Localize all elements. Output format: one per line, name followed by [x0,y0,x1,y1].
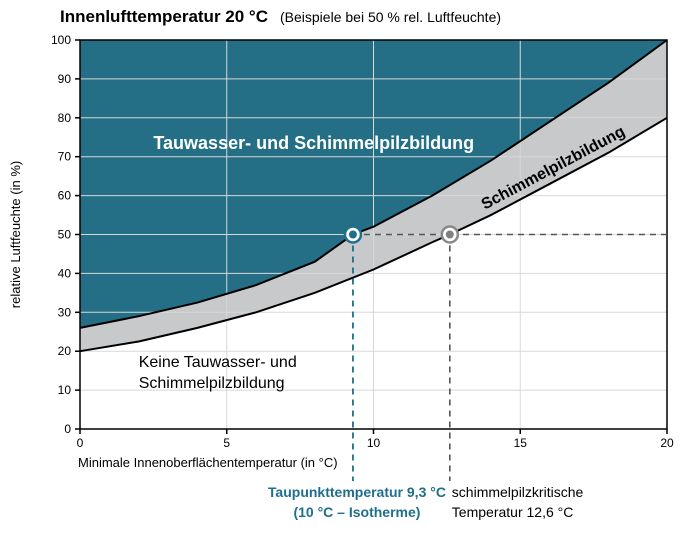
marker-dewpoint-dot [349,231,357,239]
y-tick-label: 20 [58,344,72,358]
y-tick-label: 30 [58,305,72,319]
region-label-none-l1: Keine Tauwasser- und [139,354,297,371]
y-tick-label: 90 [58,72,72,86]
marker-mold-dot [446,231,454,239]
humidity-temperature-chart: 0 10 20 30 40 50 60 70 80 90 100 0 5 10 15 20 Minimale I… [0,0,687,539]
y-tick-label: 40 [58,266,72,280]
region-label-none-l2: Schimmelpilzbildung [139,375,285,392]
y-tick-label: 0 [64,422,71,436]
y-tick-label: 60 [58,189,72,203]
y-tick-label: 50 [58,228,72,242]
annot-mold-l2: Temperatur 12,6 °C [452,504,574,520]
annot-dewpoint-l1: Taupunkttemperatur 9,3 °C [268,484,446,500]
annot-mold-l1: schimmelpilzkritische [452,484,584,500]
x-tick-label: 15 [514,436,528,450]
x-tick-label: 20 [660,436,674,450]
y-tick-label: 80 [58,111,72,125]
annot-dewpoint-l2: (10 °C – Isotherme) [293,504,420,520]
y-axis-title: relative Luftfeuchte (in %) [8,161,23,308]
region-label-condensation: Tauwasser- und Schimmelpilzbildung [153,133,474,153]
y-tick-label: 10 [58,383,72,397]
x-axis-title: Minimale Innenoberflächentemperatur (in … [78,455,338,470]
y-tick-label: 100 [51,33,71,47]
chart-title-sub: (Beispiele bei 50 % rel. Luftfeuchte) [280,9,501,25]
x-tick-label: 0 [77,436,84,450]
x-tick-label: 5 [223,436,230,450]
chart-title-main: Innenlufttemperatur 20 °C [60,7,268,26]
y-tick-label: 70 [58,150,72,164]
x-tick-label: 10 [367,436,381,450]
